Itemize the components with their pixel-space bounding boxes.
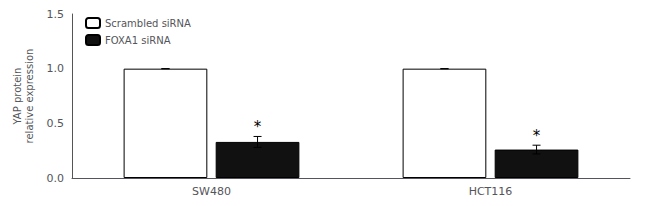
svg-text:SW480: SW480 [192,185,231,198]
svg-text:relative expression: relative expression [24,49,35,144]
svg-text:*: * [254,118,262,136]
svg-text:Scrambled siRNA: Scrambled siRNA [105,18,191,29]
svg-text:YAP protein: YAP protein [12,68,23,126]
svg-text:FOXA1 siRNA: FOXA1 siRNA [105,35,171,46]
svg-text:*: * [533,127,541,145]
svg-text:0.0: 0.0 [47,172,65,185]
svg-text:HCT116: HCT116 [469,185,513,198]
svg-text:1.0: 1.0 [47,62,65,75]
svg-text:0.5: 0.5 [47,117,65,130]
svg-text:1.5: 1.5 [47,8,65,21]
